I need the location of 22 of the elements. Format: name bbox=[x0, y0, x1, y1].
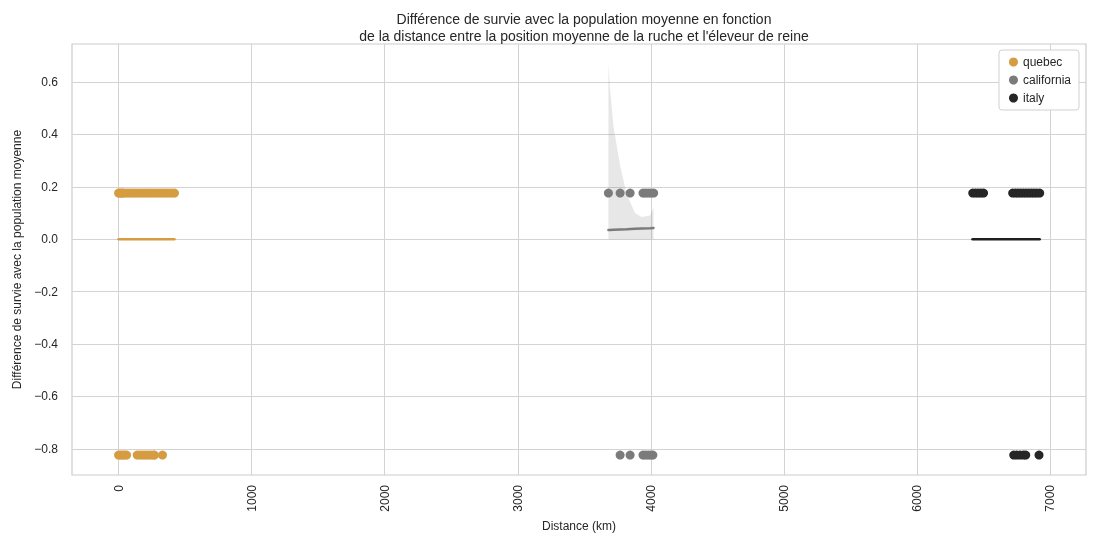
x-tick-label: 2000 bbox=[377, 484, 392, 512]
y-tick-label: 0.0 bbox=[41, 232, 59, 247]
y-axis-title: Différence de survie avec la population moyenne bbox=[10, 129, 24, 390]
x-tick-label: 5000 bbox=[776, 484, 791, 512]
y-tick-label: 0.2 bbox=[41, 179, 59, 194]
x-tick-label: 3000 bbox=[510, 484, 525, 512]
legend-label: california bbox=[1022, 73, 1072, 87]
legend-label: italy bbox=[1022, 91, 1045, 105]
x-tick-label: 0 bbox=[111, 484, 126, 492]
x-tick-label: 7000 bbox=[1043, 484, 1058, 512]
legend-label: quebec bbox=[1022, 55, 1063, 69]
x-tick-label: 1000 bbox=[244, 484, 259, 512]
y-tick-label: −0.4 bbox=[34, 337, 59, 351]
y-tick-label: −0.6 bbox=[34, 389, 59, 404]
x-axis-title: Distance (km) bbox=[541, 518, 617, 533]
y-tick-label: 0.6 bbox=[41, 74, 59, 89]
y-tick-label: 0.4 bbox=[41, 127, 59, 142]
chart-title: Différence de survie avec la population moyenne en fonction de la distance entre la position moyenne de la ruche et l'éleveur de reine bbox=[359, 10, 809, 44]
x-tick-label: 6000 bbox=[910, 484, 924, 512]
y-tick-label: −0.8 bbox=[34, 441, 59, 456]
x-tick-label: 4000 bbox=[643, 484, 658, 512]
y-tick-label: −0.2 bbox=[34, 284, 59, 299]
